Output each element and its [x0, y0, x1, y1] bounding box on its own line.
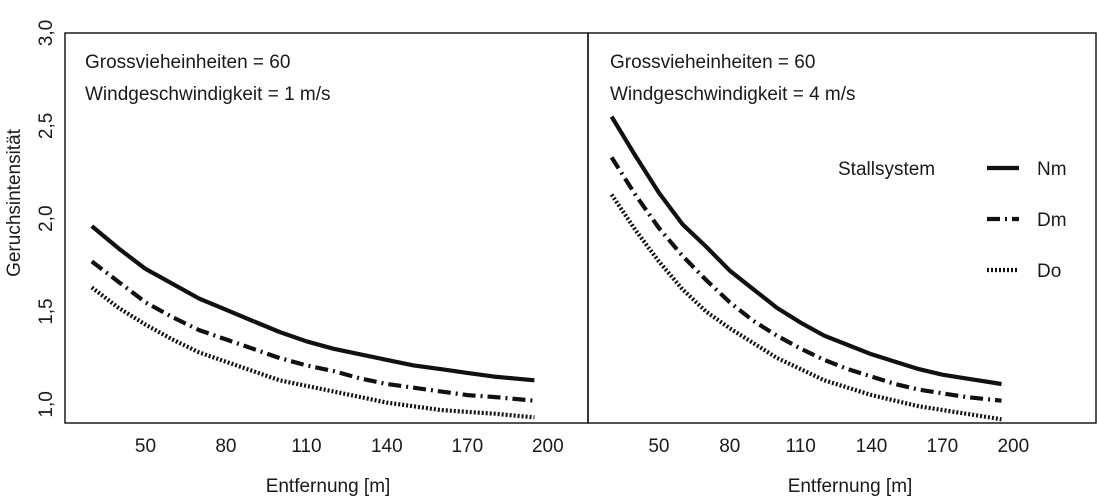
y-axis-title: Geruchsintensität: [4, 128, 25, 277]
panel-left-annotation-1: Grossvieheinheiten = 60: [85, 52, 290, 73]
legend: Stallsystem Nm Dm Do: [838, 159, 1067, 282]
series-line-nm: [609, 115, 1002, 387]
x-axis-title-left: Entfernung [m]: [266, 476, 391, 497]
x-tick-label: 140: [856, 436, 888, 457]
panel-right-annotation-1: Grossvieheinheiten = 60: [610, 52, 815, 73]
x-tick-label: 170: [451, 436, 483, 457]
x-tick-label: 80: [719, 436, 740, 457]
panel-frame-right: [587, 32, 1097, 424]
x-tick-label: 110: [291, 436, 321, 457]
panel-right-annotation-2: Windgeschwindigkeit = 4 m/s: [610, 84, 856, 105]
x-tick-label: 140: [371, 436, 403, 457]
x-tick-label: 50: [135, 436, 156, 457]
series-line-do: [90, 285, 535, 420]
x-tick-label: 200: [997, 436, 1029, 457]
y-tick-label: 1,0: [36, 391, 57, 417]
y-tick-label: 3,0: [36, 20, 57, 46]
legend-label-dm: Dm: [1037, 210, 1067, 231]
y-axis: 1,0 1,5 2,0 2,5 3,0: [36, 20, 57, 418]
x-axis-title-right: Entfernung [m]: [788, 476, 913, 497]
series-line-do: [609, 193, 1002, 422]
panel-left-annotation-2: Windgeschwindigkeit = 1 m/s: [85, 84, 331, 105]
x-tick-label: 110: [786, 436, 816, 457]
x-tick-label: 170: [927, 436, 959, 457]
legend-title: Stallsystem: [838, 159, 935, 180]
legend-label-nm: Nm: [1037, 159, 1067, 180]
y-tick-label: 1,5: [36, 298, 57, 324]
y-tick-label: 2,0: [36, 205, 57, 231]
series-layer: [90, 115, 1002, 422]
series-line-nm: [90, 224, 535, 383]
x-ticks: 50 80 110 140 170 200 50 80 110 140 170 200: [135, 436, 1029, 457]
series-line-dm: [90, 259, 535, 403]
x-tick-label: 200: [532, 436, 564, 457]
legend-label-do: Do: [1037, 261, 1061, 282]
x-tick-label: 50: [648, 436, 669, 457]
series-line-dm: [609, 156, 1002, 403]
y-tick-label: 2,5: [36, 113, 57, 139]
x-tick-label: 80: [215, 436, 236, 457]
